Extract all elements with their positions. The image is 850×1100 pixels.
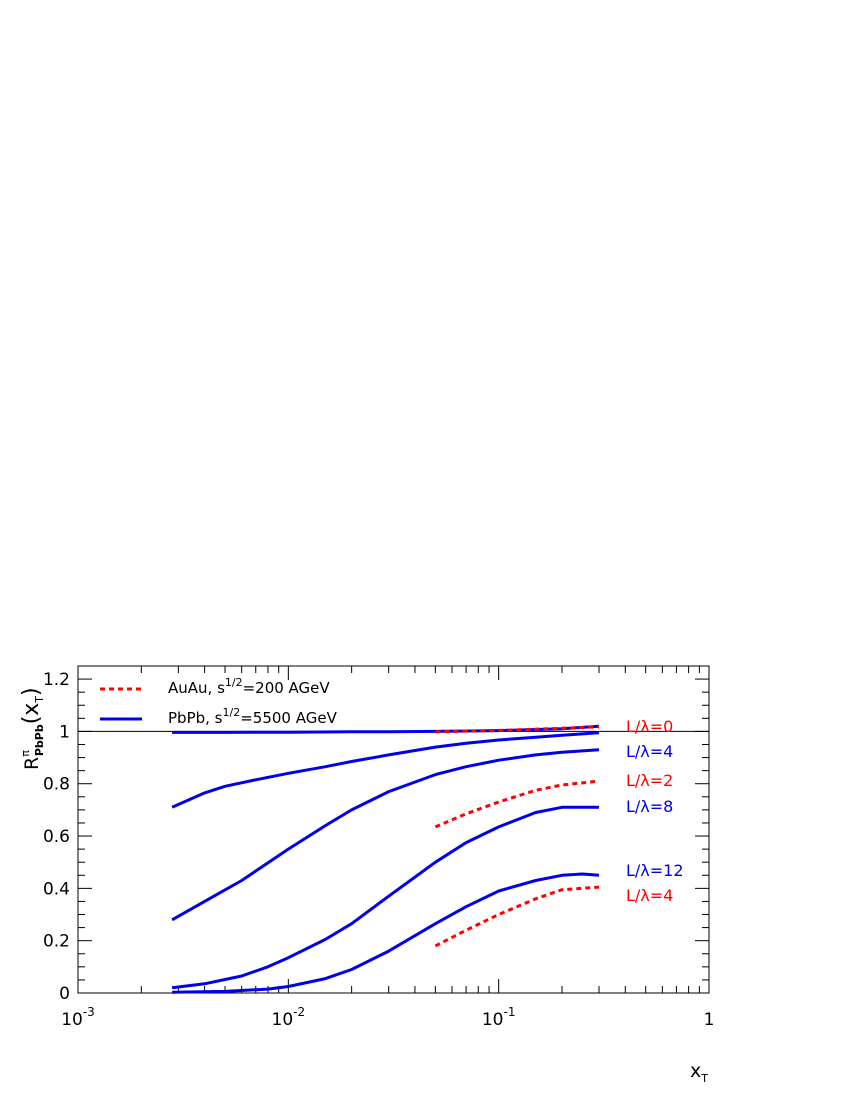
legend-text: AuAu, s xyxy=(168,679,225,697)
x-axis-label-sub: T xyxy=(700,1072,708,1085)
legend-text-rest: =200 AGeV xyxy=(243,679,331,697)
x-axis-label: xT xyxy=(690,1060,708,1085)
chart-labels: 00.20.40.60.811.210-3 10-2 10-1 1L/λ=0L/λ=4… xyxy=(19,670,714,1085)
curve-label: L/λ=4 xyxy=(626,742,673,761)
pbpb-series-line xyxy=(171,805,599,990)
auau-series-line xyxy=(435,725,600,734)
x-tick-label: 10-3 xyxy=(61,1005,95,1030)
y-axis-label-main: R xyxy=(21,757,43,770)
plot-marks xyxy=(78,724,709,994)
pbpb-series-line xyxy=(171,731,600,809)
curve-label: L/λ=12 xyxy=(626,861,684,880)
y-axis-label-arg-sub: T xyxy=(33,696,46,704)
x-tick-label: 10-1 xyxy=(482,1005,516,1030)
y-axis-label-arg: (x xyxy=(19,703,44,725)
legend-entry: PbPb, s1/2=5500 AGeV xyxy=(168,706,338,727)
axis-ticks xyxy=(78,665,709,994)
y-axis-label-sup: π xyxy=(19,750,32,757)
x-tick-exponent: -3 xyxy=(83,1005,95,1019)
pbpb-series-line xyxy=(172,724,600,734)
auau-series-line xyxy=(434,779,600,829)
y-axis-label: RπPbPb(xT) xyxy=(19,687,46,770)
x-tick-base: 10 xyxy=(61,1010,83,1030)
x-tick-exponent: -2 xyxy=(293,1005,305,1019)
legend-entry: AuAu, s1/2=200 AGeV xyxy=(168,676,330,697)
pbpb-series-line xyxy=(171,748,600,922)
x-tick-base: 1 xyxy=(704,1010,715,1030)
legend-superscript: 1/2 xyxy=(225,676,243,689)
y-axis-label-sub: PbPb xyxy=(33,724,46,756)
y-tick-label: 0.2 xyxy=(43,932,70,952)
curve-label: L/λ=0 xyxy=(626,717,673,736)
x-axis-label-main: x xyxy=(690,1060,701,1082)
auau-series-line xyxy=(434,885,600,948)
curve-label: L/λ=2 xyxy=(626,771,673,790)
x-tick-base: 10 xyxy=(482,1010,504,1030)
curve-label: L/λ=4 xyxy=(626,886,673,905)
x-tick-label: 1 xyxy=(704,1010,715,1030)
y-tick-label: 1 xyxy=(59,722,70,742)
x-tick-label: 10-2 xyxy=(272,1005,306,1030)
y-tick-label: 0 xyxy=(59,984,70,1004)
y-tick-label: 0.8 xyxy=(43,775,70,795)
x-tick-base: 10 xyxy=(272,1010,294,1030)
legend-superscript: 1/2 xyxy=(223,706,241,719)
y-axis-label-arg-close: ) xyxy=(19,687,44,696)
pbpb-series-line xyxy=(172,872,600,994)
plot-frame xyxy=(77,665,710,994)
y-tick-label: 0.4 xyxy=(43,879,70,899)
legend-text-rest: =5500 AGeV xyxy=(240,709,337,727)
y-tick-label: 1.2 xyxy=(43,670,70,690)
legend-text: PbPb, s xyxy=(168,709,223,727)
x-tick-exponent: -1 xyxy=(504,1005,516,1019)
curve-label: L/λ=8 xyxy=(626,797,673,816)
y-tick-label: 0.6 xyxy=(43,827,70,847)
